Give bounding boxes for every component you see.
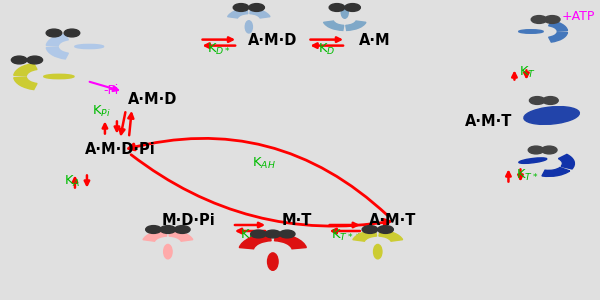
Ellipse shape: [268, 253, 278, 270]
Wedge shape: [548, 21, 568, 31]
Text: K$_{AH}$: K$_{AH}$: [252, 156, 276, 171]
Wedge shape: [559, 154, 574, 169]
Wedge shape: [353, 230, 377, 241]
Wedge shape: [14, 77, 37, 90]
Text: K$_{T}$: K$_{T}$: [519, 64, 536, 80]
Circle shape: [542, 97, 558, 104]
Wedge shape: [346, 21, 366, 30]
Circle shape: [265, 230, 281, 238]
Wedge shape: [46, 47, 68, 59]
Text: K$_{D*}$: K$_{D*}$: [207, 42, 231, 57]
Text: A·M·D: A·M·D: [128, 92, 178, 106]
Circle shape: [160, 226, 176, 233]
Circle shape: [251, 230, 266, 238]
Wedge shape: [169, 230, 193, 241]
Ellipse shape: [164, 244, 172, 259]
Circle shape: [531, 16, 547, 23]
Wedge shape: [143, 230, 167, 241]
Circle shape: [329, 4, 345, 11]
Circle shape: [541, 146, 557, 154]
Circle shape: [175, 226, 190, 233]
Wedge shape: [323, 21, 344, 30]
Circle shape: [529, 97, 545, 104]
Wedge shape: [239, 233, 271, 249]
Ellipse shape: [44, 74, 74, 79]
Text: K$_{T**}$: K$_{T**}$: [331, 228, 362, 243]
Text: -Pi: -Pi: [103, 83, 119, 97]
Text: K$_{H}$: K$_{H}$: [240, 228, 257, 243]
Text: K$_{A}$: K$_{A}$: [64, 174, 80, 189]
Text: M·D·Pi: M·D·Pi: [162, 213, 216, 228]
Circle shape: [362, 226, 378, 233]
Wedge shape: [14, 63, 37, 76]
Text: +ATP: +ATP: [562, 10, 595, 23]
Circle shape: [233, 4, 249, 11]
Ellipse shape: [529, 117, 551, 123]
Ellipse shape: [519, 30, 543, 33]
Text: A·M·T: A·M·T: [369, 213, 416, 228]
Wedge shape: [548, 32, 568, 42]
Circle shape: [249, 4, 265, 11]
Text: K$_{Pi}$: K$_{Pi}$: [92, 103, 112, 118]
Text: K$_{D}$: K$_{D}$: [318, 42, 335, 57]
Ellipse shape: [519, 158, 547, 164]
Text: A·M·D·Pi: A·M·D·Pi: [85, 142, 155, 158]
Text: K$_{T*}$: K$_{T*}$: [517, 168, 539, 183]
Wedge shape: [46, 34, 68, 46]
Text: M·T: M·T: [281, 213, 312, 228]
Ellipse shape: [524, 106, 580, 124]
Circle shape: [528, 146, 544, 154]
Wedge shape: [227, 9, 248, 18]
Circle shape: [11, 56, 27, 64]
Text: A·M·D: A·M·D: [248, 33, 298, 48]
Ellipse shape: [245, 21, 253, 33]
Wedge shape: [250, 9, 270, 18]
Wedge shape: [542, 167, 570, 176]
Circle shape: [146, 226, 161, 233]
Circle shape: [544, 16, 560, 23]
Circle shape: [46, 29, 62, 37]
Text: A·M: A·M: [359, 33, 391, 48]
Circle shape: [64, 29, 80, 37]
Circle shape: [27, 56, 43, 64]
Wedge shape: [379, 230, 403, 241]
Ellipse shape: [75, 44, 104, 49]
Circle shape: [280, 230, 295, 238]
Circle shape: [378, 226, 394, 233]
Ellipse shape: [374, 244, 382, 259]
Text: A·M·T: A·M·T: [465, 114, 512, 129]
Circle shape: [345, 4, 361, 11]
Ellipse shape: [341, 6, 349, 18]
Wedge shape: [275, 233, 307, 249]
